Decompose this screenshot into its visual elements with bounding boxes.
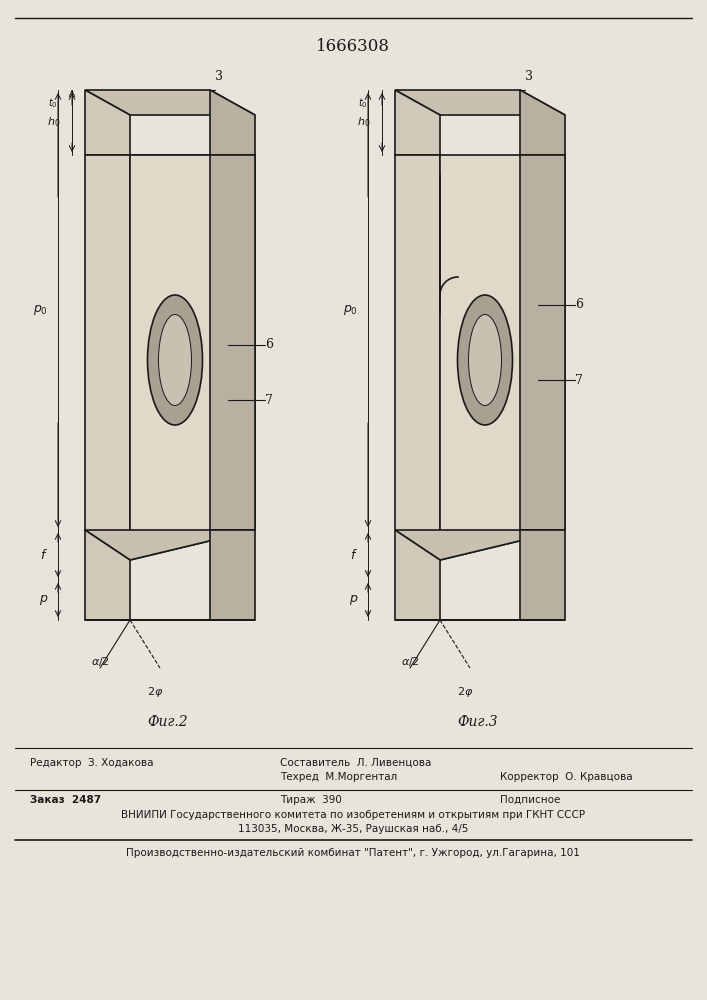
- Text: 3: 3: [525, 70, 533, 83]
- Polygon shape: [520, 90, 565, 155]
- Ellipse shape: [457, 295, 513, 425]
- Text: 6: 6: [265, 338, 273, 352]
- Polygon shape: [520, 155, 565, 530]
- Polygon shape: [130, 155, 255, 560]
- Text: $p$: $p$: [39, 593, 48, 607]
- Text: 7: 7: [575, 373, 583, 386]
- Text: $p_0$: $p_0$: [343, 303, 358, 317]
- Text: Редактор  З. Ходакова: Редактор З. Ходакова: [30, 758, 153, 768]
- Text: $2\varphi$: $2\varphi$: [147, 685, 163, 699]
- Polygon shape: [210, 155, 255, 530]
- Text: Составитель  Л. Ливенцова: Составитель Л. Ливенцова: [280, 758, 431, 768]
- Text: $\alpha/2$: $\alpha/2$: [90, 655, 110, 668]
- Text: Фиг.3: Фиг.3: [457, 715, 498, 729]
- Text: $h_0$: $h_0$: [356, 115, 370, 129]
- Text: Заказ  2487: Заказ 2487: [30, 795, 101, 805]
- Text: Техред  М.Моргентал: Техред М.Моргентал: [280, 772, 397, 782]
- Polygon shape: [440, 155, 565, 560]
- Text: Производственно-издательский комбинат "Патент", г. Ужгород, ул.Гагарина, 101: Производственно-издательский комбинат "П…: [126, 848, 580, 858]
- Polygon shape: [210, 530, 255, 620]
- Text: $p$: $p$: [349, 593, 358, 607]
- Text: Фиг.2: Фиг.2: [148, 715, 188, 729]
- Polygon shape: [395, 90, 440, 155]
- Polygon shape: [395, 530, 565, 560]
- Text: $f$: $f$: [350, 548, 358, 562]
- Text: 6: 6: [575, 298, 583, 312]
- Text: 3: 3: [215, 70, 223, 83]
- Text: 7: 7: [265, 393, 273, 406]
- Text: $p_0$: $p_0$: [33, 303, 48, 317]
- Text: $t_0$: $t_0$: [48, 96, 58, 110]
- Ellipse shape: [469, 314, 501, 406]
- Polygon shape: [210, 90, 255, 155]
- Ellipse shape: [158, 314, 192, 406]
- Polygon shape: [520, 530, 565, 620]
- Text: Корректор  О. Кравцова: Корректор О. Кравцова: [500, 772, 633, 782]
- Polygon shape: [395, 155, 440, 560]
- Text: ВНИИПИ Государственного комитета по изобретениям и открытиям при ГКНТ СССР: ВНИИПИ Государственного комитета по изоб…: [121, 810, 585, 820]
- Text: 1666308: 1666308: [316, 38, 390, 55]
- Polygon shape: [85, 530, 130, 620]
- Polygon shape: [85, 90, 130, 155]
- Ellipse shape: [148, 295, 202, 425]
- Text: $2\varphi$: $2\varphi$: [457, 685, 473, 699]
- Text: $f$: $f$: [40, 548, 48, 562]
- Text: Подписное: Подписное: [500, 795, 561, 805]
- Polygon shape: [85, 155, 130, 560]
- Polygon shape: [395, 530, 440, 620]
- Text: $t_0$: $t_0$: [358, 96, 368, 110]
- Text: Тираж  390: Тираж 390: [280, 795, 342, 805]
- Polygon shape: [85, 90, 255, 115]
- Polygon shape: [85, 530, 255, 560]
- Text: 113035, Москва, Ж-35, Раушская наб., 4/5: 113035, Москва, Ж-35, Раушская наб., 4/5: [238, 824, 468, 834]
- Polygon shape: [395, 90, 565, 115]
- Text: $h_0$: $h_0$: [47, 115, 60, 129]
- Text: $\alpha/2$: $\alpha/2$: [401, 655, 419, 668]
